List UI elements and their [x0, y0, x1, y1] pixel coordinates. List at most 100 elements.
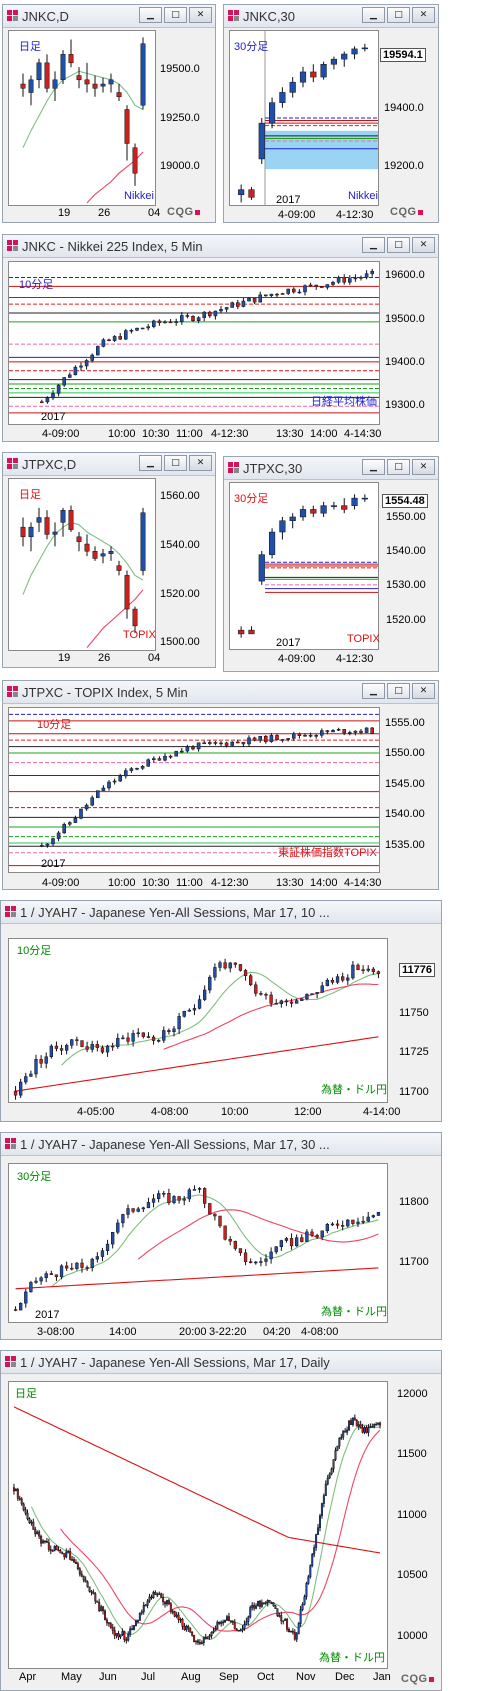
minimize-button[interactable]: ▁: [362, 683, 385, 699]
candle-body: [20, 526, 26, 538]
x-tick: 4-09:00: [42, 877, 80, 889]
maximize-button[interactable]: □: [164, 455, 187, 471]
candle-body: [212, 1630, 215, 1633]
candle-body: [109, 1623, 112, 1628]
plot-area[interactable]: [8, 30, 156, 206]
candle-body: [38, 1531, 41, 1537]
title-bar[interactable]: 1 / JYAH7 - Japanese Yen-All Sessions, M…: [1, 901, 441, 924]
candle-body: [154, 1592, 157, 1595]
title-bar[interactable]: 1 / JYAH7 - Japanese Yen-All Sessions, M…: [1, 1351, 441, 1374]
candle-body: [230, 741, 234, 746]
title-bar[interactable]: 1 / JYAH7 - Japanese Yen-All Sessions, M…: [1, 1133, 441, 1156]
candle-body: [249, 1261, 253, 1263]
candle-body: [238, 964, 243, 971]
x-tick: 11:00: [176, 428, 203, 440]
candle-body: [346, 1429, 349, 1433]
minimize-button[interactable]: ▁: [362, 7, 385, 23]
y-tick: 1530.00: [386, 579, 426, 591]
candle-body: [344, 1430, 347, 1433]
candle-body: [73, 366, 78, 376]
title-bar[interactable]: JNKC,D ▁ □ ✕: [3, 5, 215, 28]
close-button[interactable]: ✕: [412, 7, 435, 23]
candle-body: [34, 1529, 37, 1535]
candle-body: [68, 54, 74, 64]
candle-body: [181, 1618, 184, 1627]
candle-body: [219, 742, 223, 745]
close-button[interactable]: ✕: [412, 237, 435, 253]
candle-body: [268, 1600, 271, 1603]
candlestick-chart: [9, 268, 379, 414]
candle-body: [76, 1563, 79, 1569]
maximize-button[interactable]: □: [387, 7, 410, 23]
x-tick: 4-09:00: [42, 428, 80, 440]
candle-body: [180, 750, 184, 753]
candle-body: [254, 1261, 258, 1264]
candle-body: [284, 1000, 289, 1003]
candle-body: [182, 1198, 186, 1201]
window-title: JTPXC,D: [22, 457, 77, 472]
candlestick-chart: [13, 1185, 381, 1312]
maximize-button[interactable]: □: [164, 7, 187, 23]
candle-body: [132, 147, 138, 174]
candle-body: [297, 1623, 300, 1635]
candle-body: [239, 1629, 242, 1632]
close-button[interactable]: ✕: [412, 459, 435, 475]
candle-body: [187, 1009, 191, 1012]
candle-body: [224, 1619, 227, 1623]
title-bar[interactable]: JTPXC,30 ▁ □ ✕: [224, 457, 438, 480]
x-tick: 13:30: [276, 877, 304, 889]
candle-body: [351, 1219, 355, 1224]
candle-body: [45, 397, 50, 403]
window-jtpxc-5min: JTPXC - TOPIX Index, 5 Min ▁ □ ✕ 10分足 東証株価…: [2, 680, 439, 890]
plot-area[interactable]: [8, 1163, 388, 1323]
candle-body: [45, 1541, 48, 1543]
timeframe-label: 30分足: [17, 1171, 52, 1183]
candle-body: [230, 302, 234, 308]
maximize-button[interactable]: □: [387, 237, 410, 253]
close-button[interactable]: ✕: [189, 455, 212, 471]
candle-body: [157, 758, 162, 761]
y-tick: 1520.00: [160, 588, 200, 600]
minimize-button[interactable]: ▁: [139, 7, 162, 23]
plot-area[interactable]: [8, 261, 380, 425]
candle-body: [55, 1545, 58, 1551]
x-tick: Apr: [19, 1671, 37, 1683]
title-bar[interactable]: JNKC,30 ▁ □ ✕: [224, 5, 438, 28]
close-button[interactable]: ✕: [412, 683, 435, 699]
candle-body: [213, 1213, 217, 1217]
candle-body: [330, 58, 338, 65]
y-tick: 1535.00: [385, 839, 425, 851]
plot-area[interactable]: [229, 482, 379, 650]
candle-body: [320, 1503, 323, 1517]
title-bar[interactable]: JNKC - Nikkei 225 Index, 5 Min ▁ □ ✕: [3, 235, 438, 258]
minimize-button[interactable]: ▁: [362, 459, 385, 475]
candle-body: [116, 1222, 120, 1233]
candle-body: [198, 1642, 201, 1644]
plot-area[interactable]: [229, 30, 379, 206]
plot-area[interactable]: [8, 478, 156, 651]
candle-body: [376, 971, 381, 974]
title-bar[interactable]: JTPXC - TOPIX Index, 5 Min ▁ □ ✕: [3, 681, 438, 704]
candle-body: [364, 273, 369, 278]
candle-body: [310, 509, 317, 514]
candle-body: [85, 1046, 89, 1050]
plot-area[interactable]: [8, 1381, 388, 1669]
candle-body: [113, 1630, 116, 1636]
title-bar[interactable]: JTPXC,D ▁ □ ✕: [3, 453, 215, 476]
candle-body: [208, 311, 212, 317]
candle-body: [121, 1214, 125, 1224]
maximize-button[interactable]: □: [387, 683, 410, 699]
x-tick: Sep: [219, 1671, 239, 1683]
candle-body: [117, 1633, 120, 1638]
plot-area[interactable]: [8, 707, 380, 873]
plot-area[interactable]: [8, 938, 388, 1103]
maximize-button[interactable]: □: [387, 459, 410, 475]
candle-body: [282, 1620, 285, 1622]
close-button[interactable]: ✕: [189, 7, 212, 23]
moving-average-long: [137, 1209, 379, 1260]
candle-body: [260, 1602, 263, 1607]
minimize-button[interactable]: ▁: [139, 455, 162, 471]
candle-body: [202, 1636, 205, 1644]
minimize-button[interactable]: ▁: [362, 237, 385, 253]
candle-body: [28, 526, 34, 538]
